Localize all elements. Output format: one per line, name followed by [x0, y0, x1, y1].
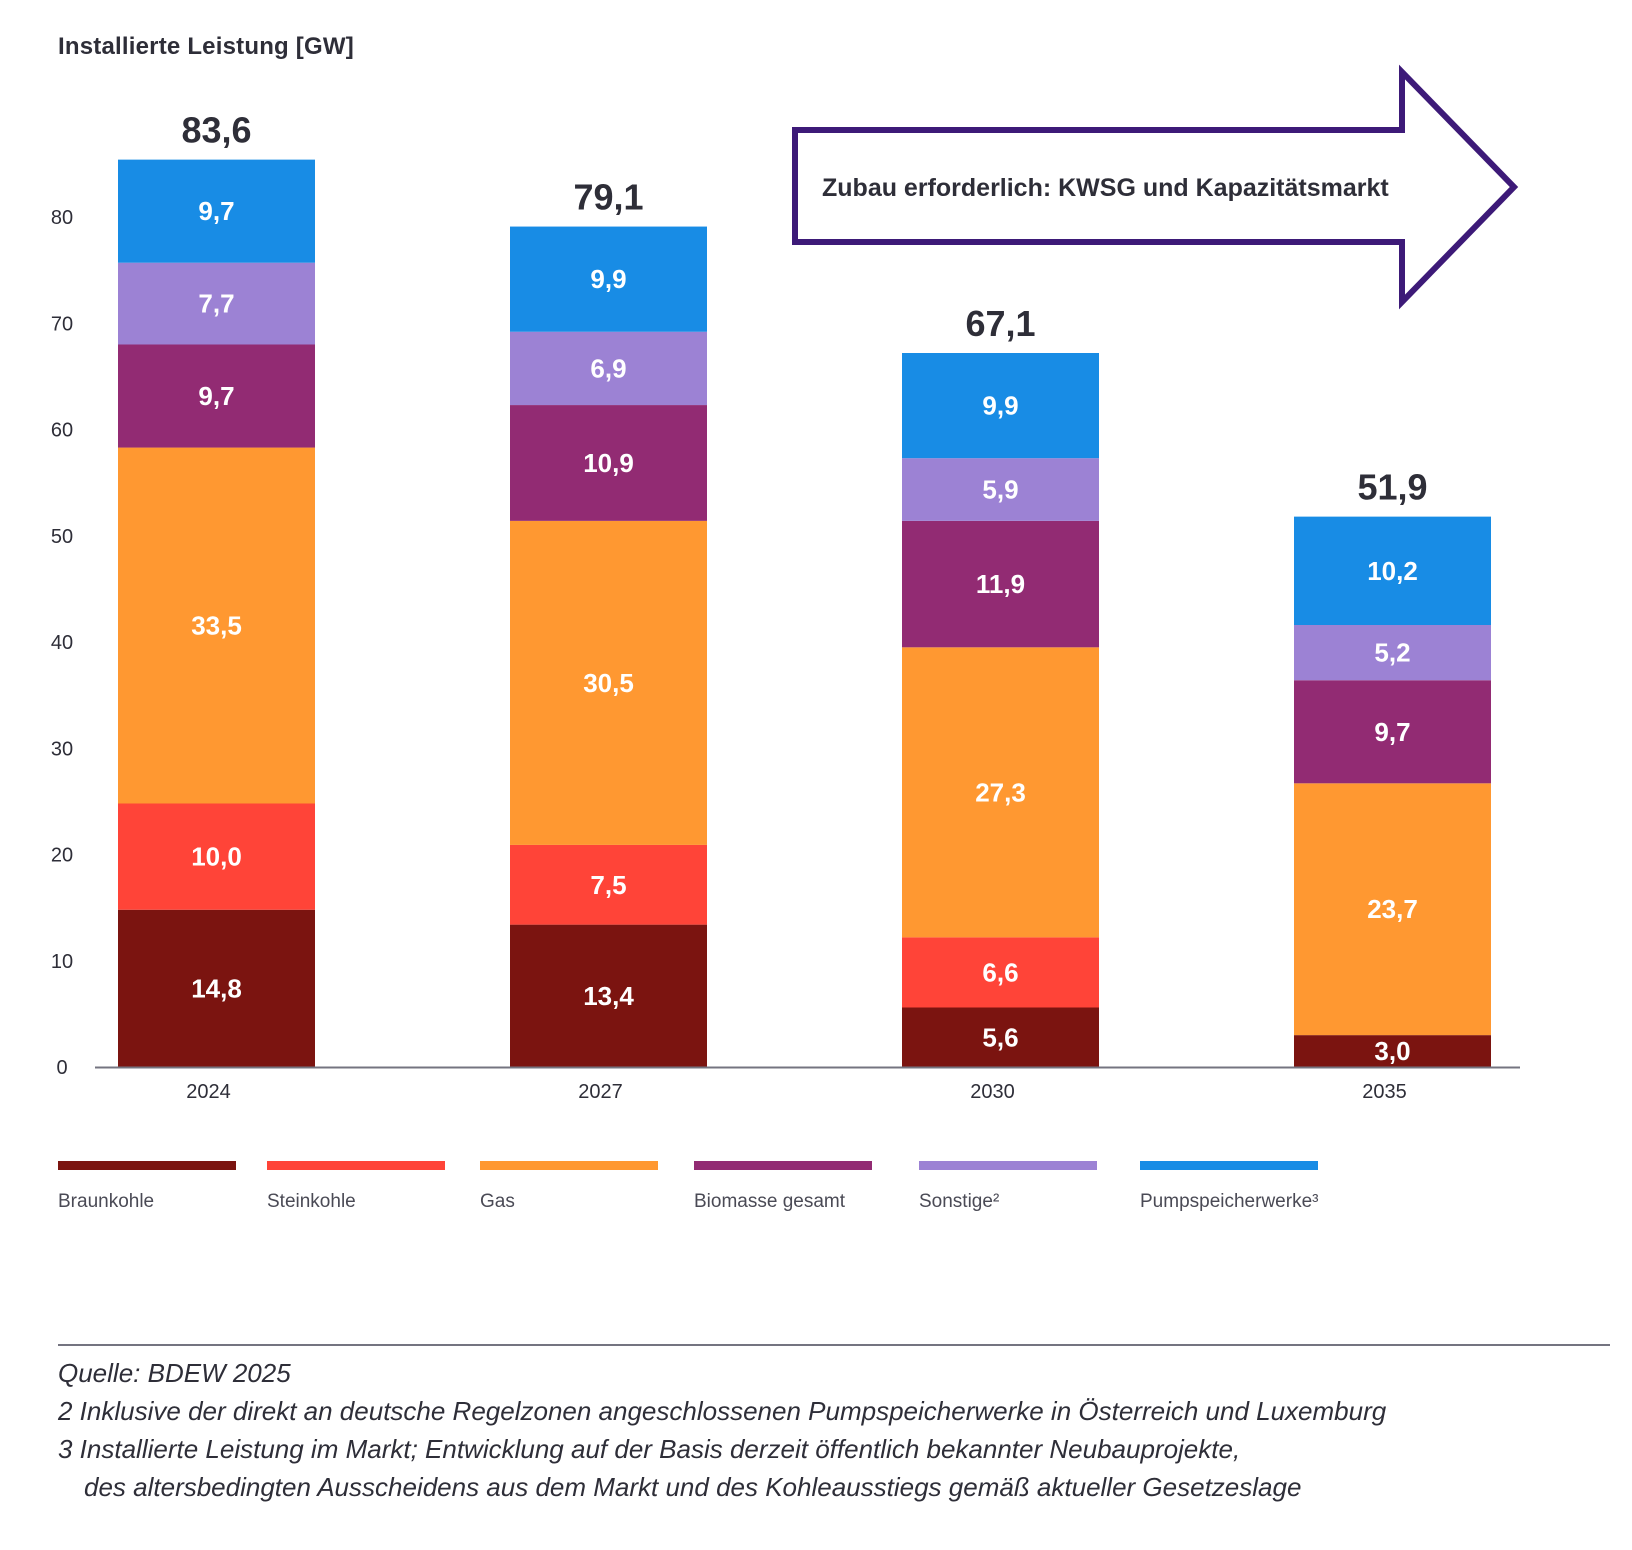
x-tick-label: 2024	[186, 1081, 231, 1103]
legend-label: Braunkohle	[58, 1191, 155, 1212]
y-tick-label: 40	[51, 632, 73, 654]
arrow-shape	[792, 64, 1519, 310]
legend-swatch	[267, 1161, 445, 1170]
bar-segment-gas	[902, 647, 1099, 938]
segment-value-label: 14,8	[191, 973, 242, 1003]
segment-value-label: 7,5	[590, 870, 626, 900]
total-value-label: 83,6	[181, 110, 251, 151]
segment-value-label: 5,9	[982, 475, 1018, 505]
y-tick-label: 50	[51, 526, 73, 548]
segment-value-label: 10,9	[583, 448, 634, 478]
total-value-label: 51,9	[1357, 467, 1427, 508]
segment-value-label: 7,7	[198, 289, 234, 319]
legend-swatch	[694, 1161, 872, 1170]
total-value-label: 79,1	[573, 177, 643, 218]
segment-value-label: 33,5	[191, 611, 242, 641]
segment-value-label: 30,5	[583, 668, 634, 698]
footnote-3-line-1: 3 Installierte Leistung im Markt; Entwic…	[58, 1434, 1241, 1464]
segment-value-label: 5,6	[982, 1022, 1018, 1052]
segment-value-label: 23,7	[1367, 894, 1418, 924]
bar-segment-biomasse-gesamt	[1294, 680, 1491, 784]
bar-segment-biomasse-gesamt	[902, 520, 1099, 648]
footnote-2: 2 Inklusive der direkt an deutsche Regel…	[58, 1396, 1387, 1426]
bar-stack-2035: 3,0 23,7 9,7 5,2 10,2 51,9	[1294, 467, 1491, 1067]
segment-value-label: 6,9	[590, 353, 626, 383]
legend-label: Pumpspeicherwerke³	[1140, 1191, 1319, 1212]
bar-segment-braunkohle	[510, 924, 707, 1067]
legend-swatch	[919, 1161, 1097, 1170]
segment-value-label: 5,2	[1374, 638, 1410, 668]
legend-label: Steinkohle	[267, 1191, 356, 1212]
bar-segment-braunkohle	[1294, 1035, 1491, 1067]
segment-value-label: 27,3	[975, 777, 1026, 807]
legend-label: Biomasse gesamt	[694, 1191, 846, 1212]
annotation-arrow: Zubau erforderlich: KWSG und Kapazitätsm…	[792, 64, 1519, 310]
bar-segment-braunkohle	[118, 909, 315, 1067]
arrow-annotation-text: Zubau erforderlich: KWSG und Kapazitätsm…	[822, 174, 1389, 202]
y-tick-label: 70	[51, 313, 73, 335]
y-tick-label: 30	[51, 738, 73, 760]
segment-value-label: 9,7	[198, 381, 234, 411]
footnote-3-line-2: des altersbedingten Ausscheidens aus dem…	[84, 1472, 1302, 1502]
bar-segment-biomasse-gesamt	[510, 405, 707, 521]
footnotes: Quelle: BDEW 2025 2 Inklusive der direkt…	[58, 1354, 1386, 1506]
bar-segment-braunkohle	[902, 1007, 1099, 1067]
bars: 14,8 10,0 33,5 9,7 7,7 9,7 83,6 13,4 7,5 30,5 10,9…	[118, 110, 1491, 1067]
legend-swatch	[480, 1161, 658, 1170]
bar-stack-2030: 5,6 6,6 27,3 11,9 5,9 9,9 67,1	[902, 303, 1099, 1067]
legend-swatch	[1140, 1161, 1318, 1170]
x-tick-label: 2035	[1362, 1081, 1407, 1103]
legend: Braunkohle Steinkohle Gas Biomasse gesamt So…	[0, 1161, 1632, 1221]
y-tick-label: 20	[51, 845, 73, 867]
source-note: Quelle: BDEW 2025	[58, 1358, 291, 1388]
bar-segment-pumpspeicherwerke	[510, 226, 707, 332]
bar-segment-sonstige	[902, 458, 1099, 521]
x-tick-label: 2030	[970, 1081, 1015, 1103]
bar-segment-steinkohle	[902, 937, 1099, 1008]
total-value-label: 67,1	[965, 303, 1035, 344]
bar-segment-gas	[510, 520, 707, 845]
bar-stack-2027: 13,4 7,5 30,5 10,9 6,9 9,9 79,1	[510, 177, 707, 1067]
legend-label: Gas	[480, 1191, 515, 1212]
legend-label: Sonstige²	[919, 1191, 1000, 1212]
y-tick-label: 10	[51, 951, 73, 973]
y-axis: 0 10 20 30 40 50 60 70 80	[51, 207, 73, 1079]
segment-value-label: 13,4	[583, 981, 634, 1011]
footnote-divider	[58, 1344, 1610, 1346]
bar-segment-pumpspeicherwerke	[118, 159, 315, 263]
y-tick-label: 80	[51, 207, 73, 229]
segment-value-label: 3,0	[1374, 1036, 1410, 1066]
bar-segment-gas	[1294, 783, 1491, 1036]
x-tick-label: 2027	[578, 1081, 623, 1103]
bar-segment-sonstige	[118, 262, 315, 345]
bar-segment-pumpspeicherwerke	[1294, 516, 1491, 625]
segment-value-label: 10,2	[1367, 556, 1418, 586]
bar-segment-gas	[118, 447, 315, 804]
segment-value-label: 10,0	[191, 842, 242, 872]
bar-segment-steinkohle	[118, 803, 315, 910]
bar-segment-pumpspeicherwerke	[902, 353, 1099, 459]
legend-swatch	[58, 1161, 236, 1170]
segment-value-label: 11,9	[976, 569, 1025, 599]
y-tick-label: 0	[56, 1057, 67, 1079]
chart-title: Installierte Leistung [GW]	[58, 33, 354, 60]
segment-value-label: 6,6	[982, 957, 1018, 987]
segment-value-label: 9,7	[198, 196, 234, 226]
bar-stack-2024: 14,8 10,0 33,5 9,7 7,7 9,7 83,6	[118, 110, 315, 1067]
y-tick-label: 60	[51, 420, 73, 442]
bar-segment-sonstige	[510, 331, 707, 406]
segment-value-label: 9,9	[590, 264, 626, 294]
segment-value-label: 9,9	[982, 391, 1018, 421]
bar-segment-steinkohle	[510, 844, 707, 925]
x-axis: 2024 2027 2030 2035	[95, 1066, 1520, 1103]
bar-segment-biomasse-gesamt	[118, 344, 315, 448]
segment-value-label: 9,7	[1374, 717, 1410, 747]
bar-segment-sonstige	[1294, 625, 1491, 681]
